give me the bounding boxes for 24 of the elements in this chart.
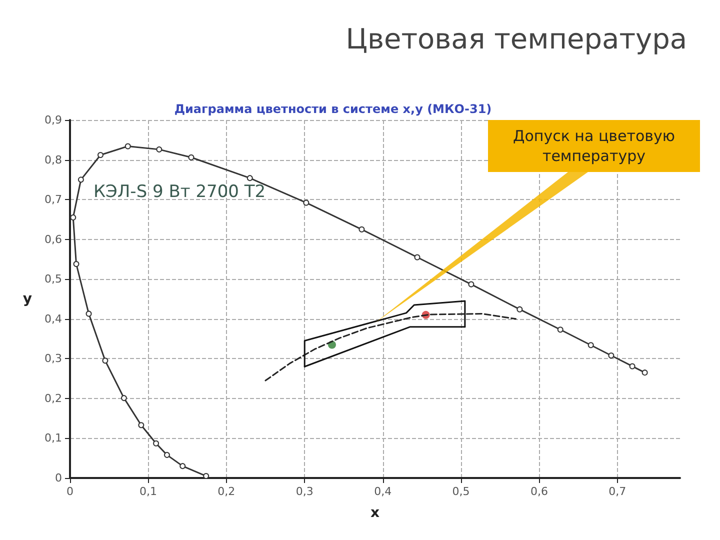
x-tick-label: 0,3	[296, 485, 314, 498]
y-tick-label: 0,3	[44, 352, 62, 366]
annotation: Допуск на цветовую температуру	[488, 120, 700, 172]
y-tick-label: 0,5	[44, 272, 62, 286]
x-axis-title: x	[370, 505, 380, 521]
x-tick-label: 0	[66, 485, 74, 498]
x-tick-label: 0,4	[374, 485, 392, 498]
x-tick-label: 0,6	[530, 485, 548, 498]
y-tick-label: 0	[55, 472, 62, 484]
y-tick-label: 0,2	[44, 392, 62, 405]
y-tick-label: 0,8	[44, 153, 62, 166]
y-tick-label: 0,7	[44, 193, 62, 206]
x-tick-label: 0,7	[608, 485, 626, 498]
y-tick-label: 0,9	[44, 114, 62, 126]
y-tick-label: 0,4	[44, 312, 62, 326]
chart-subtitle: Диаграмма цветности в системе x,y (МКО-31)	[174, 102, 492, 116]
x-tick-label: 0,1	[139, 485, 157, 498]
y-axis-title: y	[22, 291, 32, 307]
y-tick-label: 0,6	[44, 232, 62, 246]
x-tick-label: 0,2	[218, 485, 236, 498]
x-tick-label: 0,5	[452, 485, 470, 498]
chart-title: Цветовая температура	[346, 22, 687, 56]
y-tick-label: 0,1	[44, 432, 62, 445]
annotation: КЭЛ-S 9 Вт 2700 Т2	[93, 182, 266, 202]
